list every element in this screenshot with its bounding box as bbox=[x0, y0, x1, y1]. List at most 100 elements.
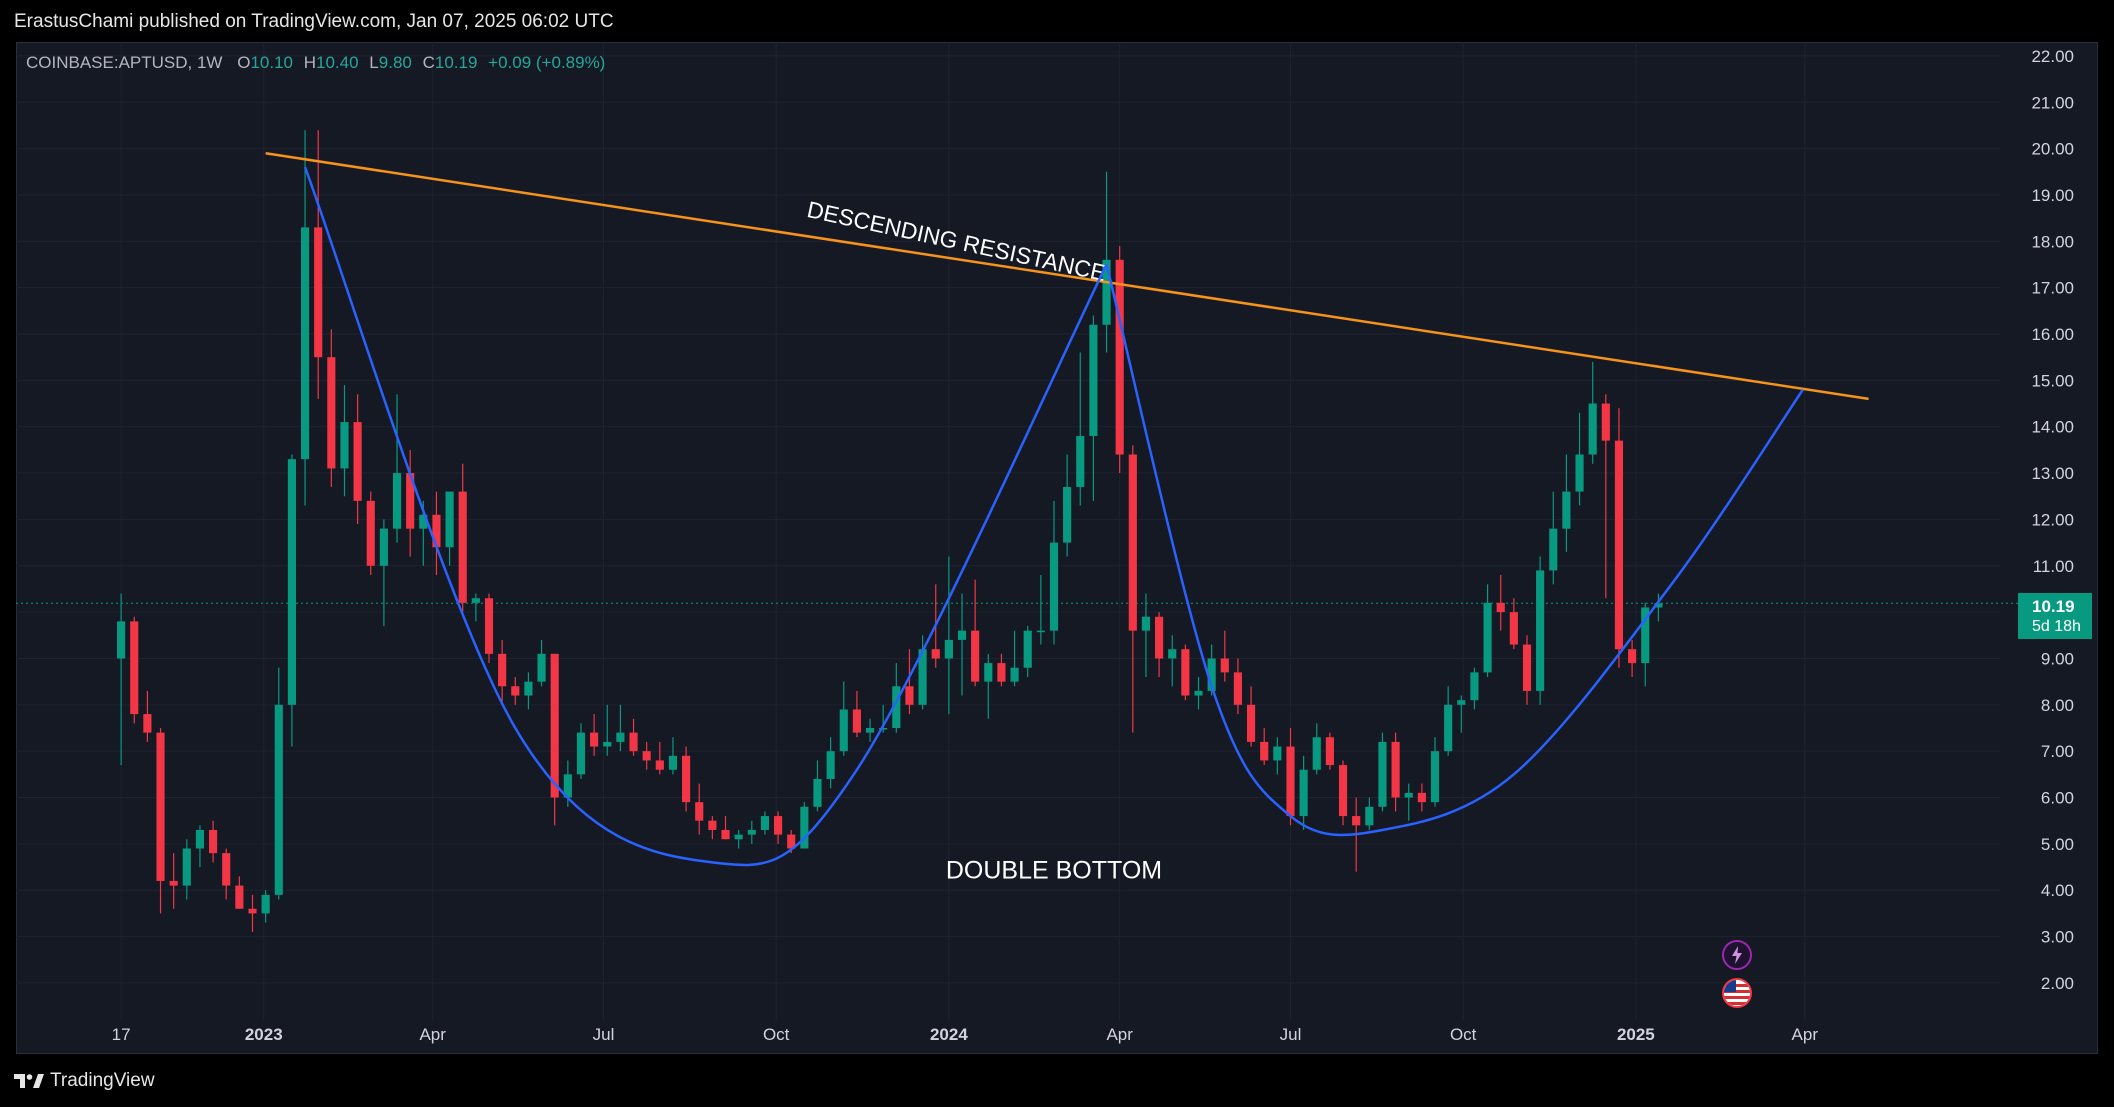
legend-high: 10.40 bbox=[316, 53, 359, 72]
candle-body bbox=[708, 820, 717, 830]
y-tick-label: 17.00 bbox=[2031, 279, 2074, 298]
candle-body bbox=[379, 528, 388, 566]
y-tick-label: 6.00 bbox=[2041, 789, 2074, 808]
candle-body bbox=[957, 630, 967, 640]
y-tick-label: 5.00 bbox=[2041, 835, 2074, 854]
lightning-icon[interactable] bbox=[1722, 940, 1752, 970]
candle-body bbox=[209, 829, 218, 854]
candle-body bbox=[655, 760, 664, 770]
candle-body bbox=[1562, 491, 1571, 529]
candle-body bbox=[865, 727, 875, 733]
candle-body bbox=[392, 473, 402, 529]
tradingview-brand[interactable]: TradingView bbox=[14, 1070, 155, 1092]
candle-body bbox=[1654, 603, 1663, 608]
candle-body bbox=[117, 621, 126, 659]
y-tick-label: 3.00 bbox=[2041, 928, 2074, 947]
candle-body bbox=[576, 732, 586, 775]
double-bottom-curve bbox=[1105, 264, 1804, 837]
candle-body bbox=[997, 663, 1006, 682]
bar-countdown: 5d 18h bbox=[2032, 618, 2081, 635]
candle-body bbox=[550, 653, 559, 798]
candle-body bbox=[1470, 672, 1479, 701]
candle-body bbox=[1338, 765, 1348, 817]
candle-body bbox=[787, 834, 796, 849]
candle-body bbox=[537, 653, 546, 682]
candle-body bbox=[642, 751, 651, 761]
x-tick-label: 2023 bbox=[245, 1025, 283, 1044]
candle-body bbox=[484, 598, 494, 654]
candle-body bbox=[1312, 737, 1321, 770]
candle-body bbox=[1076, 435, 1085, 487]
candle-body bbox=[327, 357, 336, 469]
candle-body bbox=[235, 885, 244, 909]
candle-body bbox=[1352, 816, 1361, 826]
candle-body bbox=[498, 653, 507, 687]
candle-body bbox=[1194, 690, 1203, 696]
symbol-legend: COINBASE:APTUSD, 1W O10.10 H10.40 L9.80 … bbox=[26, 53, 605, 73]
legend-symbol: COINBASE:APTUSD, 1W bbox=[26, 53, 223, 72]
x-tick-label: Jul bbox=[1280, 1025, 1302, 1044]
candle-body bbox=[984, 663, 993, 682]
legend-open-label: O bbox=[237, 53, 251, 72]
candle-body bbox=[918, 649, 927, 705]
candle-body bbox=[1575, 454, 1584, 492]
candle-body bbox=[314, 227, 323, 358]
candle-body bbox=[1023, 630, 1032, 668]
candle-body bbox=[1233, 672, 1243, 705]
candle-body bbox=[695, 802, 704, 821]
legend-close: 10.19 bbox=[434, 53, 478, 72]
candle-body bbox=[1220, 658, 1229, 673]
candle-body bbox=[222, 853, 231, 886]
candle-body bbox=[563, 774, 572, 798]
candle-body bbox=[1404, 792, 1413, 798]
candle-body bbox=[1430, 751, 1440, 803]
candle-body bbox=[458, 491, 467, 603]
y-tick-label: 22.00 bbox=[2031, 47, 2074, 66]
candle-body bbox=[1036, 630, 1045, 633]
candle-body bbox=[971, 630, 980, 682]
footer-bar bbox=[0, 1054, 2114, 1107]
x-tick-label: Oct bbox=[763, 1025, 790, 1044]
y-tick-label: 20.00 bbox=[2031, 140, 2074, 159]
candle-body bbox=[1115, 259, 1124, 455]
candle-body bbox=[1378, 741, 1387, 807]
y-tick-label: 21.00 bbox=[2031, 93, 2074, 112]
publisher-text: ErastusChami published on TradingView.co… bbox=[14, 11, 614, 32]
y-tick-label: 8.00 bbox=[2041, 696, 2074, 715]
candle-body bbox=[773, 816, 783, 835]
candle-body bbox=[682, 755, 691, 803]
candle-body bbox=[1181, 649, 1190, 696]
candle-body bbox=[169, 880, 178, 886]
candle-body bbox=[1246, 704, 1256, 742]
candle-body bbox=[944, 639, 953, 659]
y-tick-label: 15.00 bbox=[2031, 371, 2074, 390]
candle-body bbox=[800, 806, 809, 849]
us-flag-icon[interactable] bbox=[1722, 978, 1752, 1008]
candle-body bbox=[1365, 806, 1374, 826]
y-tick-label: 16.00 bbox=[2031, 325, 2074, 344]
candle-body bbox=[419, 514, 428, 529]
candle-body bbox=[445, 491, 454, 548]
candle-body bbox=[1391, 741, 1400, 798]
candle-body bbox=[1496, 602, 1505, 613]
y-tick-label: 7.00 bbox=[2041, 742, 2074, 761]
candle-body bbox=[1614, 440, 1624, 650]
x-tick-label: 17 bbox=[112, 1025, 131, 1044]
y-tick-label: 4.00 bbox=[2041, 881, 2074, 900]
legend-close-label: C bbox=[422, 53, 435, 72]
candle-body bbox=[760, 816, 770, 830]
legend-low: 9.80 bbox=[378, 53, 412, 72]
candle-body bbox=[879, 727, 888, 730]
candle-body bbox=[1260, 741, 1269, 761]
candle-body bbox=[1207, 658, 1216, 691]
last-price-badge: 10.19 5d 18h bbox=[2018, 593, 2092, 639]
x-tick-label: Apr bbox=[1792, 1025, 1819, 1044]
y-tick-label: 11.00 bbox=[2033, 557, 2074, 576]
candle-body bbox=[721, 829, 730, 840]
candle-body bbox=[195, 829, 205, 849]
candle-body bbox=[734, 834, 743, 840]
candle-body bbox=[1457, 700, 1466, 705]
candle-body bbox=[130, 621, 139, 715]
y-tick-label: 18.00 bbox=[2031, 232, 2074, 251]
